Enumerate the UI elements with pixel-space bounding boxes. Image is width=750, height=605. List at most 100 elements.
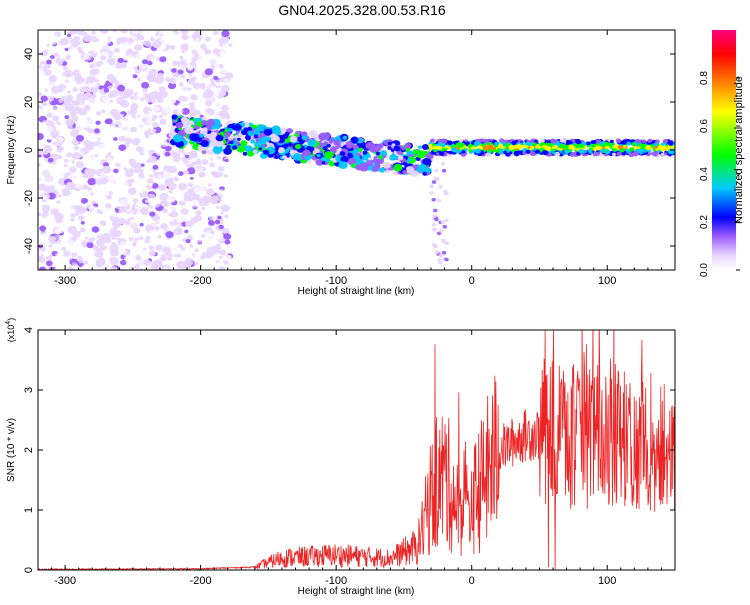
heatmap-cell xyxy=(178,148,185,153)
heatmap-cell xyxy=(138,239,143,243)
heatmap-cell xyxy=(444,218,449,223)
y-tick-label: 3 xyxy=(23,387,35,393)
heatmap-cell xyxy=(621,140,627,145)
heatmap-cell xyxy=(162,246,172,254)
heatmap-cell xyxy=(524,142,530,146)
heatmap-cell xyxy=(498,138,505,144)
heatmap-cell xyxy=(94,249,104,258)
heatmap-cell xyxy=(167,165,177,174)
heatmap-cell xyxy=(83,32,88,36)
heatmap-cell xyxy=(84,70,91,76)
heatmap-cell xyxy=(204,49,211,55)
heatmap-cell xyxy=(161,44,167,49)
heatmap-cell xyxy=(87,186,93,191)
heatmap-cell xyxy=(271,125,281,133)
snr-scale-exponent: 4 xyxy=(5,321,12,325)
heatmap-cell xyxy=(38,189,44,196)
heatmap-cell xyxy=(429,191,434,195)
heatmap-cell xyxy=(38,107,44,115)
heatmap-cell xyxy=(261,144,266,148)
heatmap-cell xyxy=(460,152,467,157)
heatmap-cell xyxy=(120,113,124,117)
heatmap-cell xyxy=(539,138,545,144)
heatmap-cell xyxy=(40,95,48,102)
heatmap-cell xyxy=(55,45,63,51)
heatmap-cell xyxy=(39,266,46,270)
heatmap-cell xyxy=(95,261,103,268)
heatmap-cell xyxy=(46,43,51,47)
colorbar-tick-label: 0.2 xyxy=(699,215,710,229)
heatmap-cell xyxy=(175,122,184,129)
heatmap-cell xyxy=(69,233,74,238)
heatmap-cell xyxy=(181,74,185,78)
heatmap-cell xyxy=(38,132,44,141)
heatmap-cell xyxy=(633,151,639,156)
heatmap-cell xyxy=(152,114,158,120)
heatmap-cell xyxy=(38,147,43,155)
heatmap-cell xyxy=(439,151,445,156)
heatmap-cell xyxy=(645,145,652,151)
heatmap-cell xyxy=(65,119,75,127)
y-tick-label: 0 xyxy=(23,147,35,153)
heatmap-cell xyxy=(113,168,119,174)
heatmap-cell xyxy=(99,30,109,34)
heatmap-cell xyxy=(191,76,197,81)
heatmap-cell xyxy=(590,140,596,145)
heatmap-cell xyxy=(195,37,200,42)
heatmap-cell xyxy=(505,140,510,144)
heatmap-cell xyxy=(209,162,216,168)
heatmap-cell xyxy=(54,117,59,121)
heatmap-cell xyxy=(185,239,191,244)
heatmap-cell xyxy=(115,162,121,167)
x-tick-label: 100 xyxy=(598,575,616,587)
y-tick-label: 0 xyxy=(23,567,35,573)
heatmap-cell xyxy=(148,91,158,100)
heatmap-cell xyxy=(559,138,565,143)
heatmap-cell xyxy=(196,87,204,94)
heatmap-cell xyxy=(44,79,48,82)
heatmap-cell xyxy=(73,35,81,42)
heatmap-cell xyxy=(181,198,185,203)
heatmap-cell xyxy=(199,222,208,230)
heatmap-cell xyxy=(393,163,403,172)
heatmap-cell xyxy=(575,140,582,145)
heatmap-cell xyxy=(210,181,220,188)
heatmap-cell xyxy=(422,157,432,166)
heatmap-cell xyxy=(368,157,372,161)
heatmap-cell xyxy=(119,199,129,207)
heatmap-cell xyxy=(204,36,211,42)
heatmap-cell xyxy=(263,149,270,155)
heatmap-cell xyxy=(105,203,112,209)
heatmap-cell xyxy=(91,68,100,75)
heatmap-cell xyxy=(182,86,188,92)
heatmap-cell xyxy=(103,162,110,168)
heatmap-cell xyxy=(62,214,70,220)
x-tick-label: 0 xyxy=(469,575,475,587)
heatmap-cell xyxy=(182,122,189,128)
heatmap-cell xyxy=(214,98,224,106)
heatmap-cell xyxy=(204,68,214,76)
heatmap-cell xyxy=(525,149,531,154)
y-tick-label: 20 xyxy=(23,96,35,108)
heatmap-cell xyxy=(253,134,259,138)
heatmap-cell xyxy=(67,225,78,234)
heatmap-cell xyxy=(171,189,176,194)
heatmap-cell xyxy=(339,151,346,157)
heatmap-cell xyxy=(136,119,143,125)
heatmap-cell xyxy=(50,130,60,138)
heatmap-cell xyxy=(120,100,130,108)
heatmap-cell xyxy=(164,151,171,157)
colorbar-tick-label: 0.8 xyxy=(699,71,710,85)
heatmap-cell xyxy=(68,166,77,173)
heatmap-cell xyxy=(233,123,242,131)
heatmap-cell xyxy=(485,152,492,158)
heatmap-cell xyxy=(118,135,126,142)
heatmap-cell xyxy=(112,30,117,33)
heatmap-cell xyxy=(122,126,129,131)
heatmap-cell xyxy=(207,183,212,187)
heatmap-cell xyxy=(114,150,119,154)
heatmap-cell xyxy=(274,147,279,151)
heatmap-cell xyxy=(145,118,153,125)
heatmap-cell xyxy=(72,55,78,61)
heatmap-cell xyxy=(177,244,184,249)
